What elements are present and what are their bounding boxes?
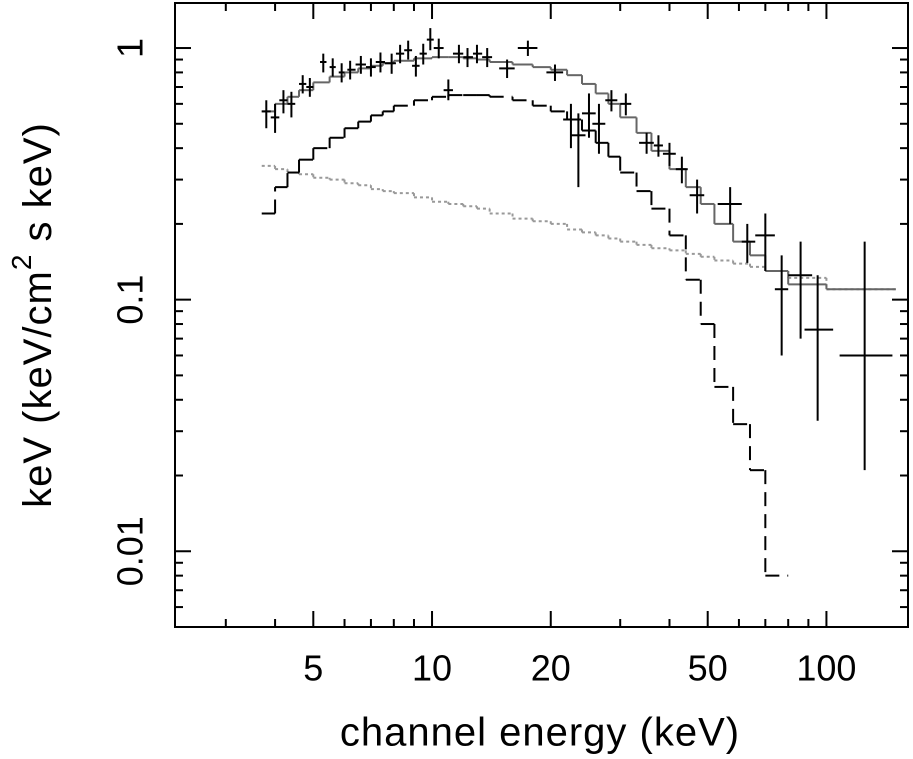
x-axis-label: channel energy (keV) [340, 711, 740, 755]
y-tick-label: 0.01 [110, 516, 151, 586]
y-axis-label: keV (keV/cm2 s keV) [6, 122, 59, 508]
x-tick-label: 50 [688, 648, 728, 689]
x-tick-label: 5 [303, 648, 323, 689]
x-tick-label: 20 [531, 648, 571, 689]
y-label-part: keV (keV/cm [16, 270, 60, 508]
x-tick-label: 10 [412, 648, 452, 689]
y-tick-label: 0.1 [110, 275, 151, 325]
y-label-sup: 2 [6, 254, 37, 271]
plot-frame [174, 2, 909, 628]
plot-area [261, 28, 896, 577]
y-tick-label: 1 [110, 38, 151, 58]
y-label-part: s keV) [16, 122, 60, 253]
x-tick-label: 100 [796, 648, 856, 689]
